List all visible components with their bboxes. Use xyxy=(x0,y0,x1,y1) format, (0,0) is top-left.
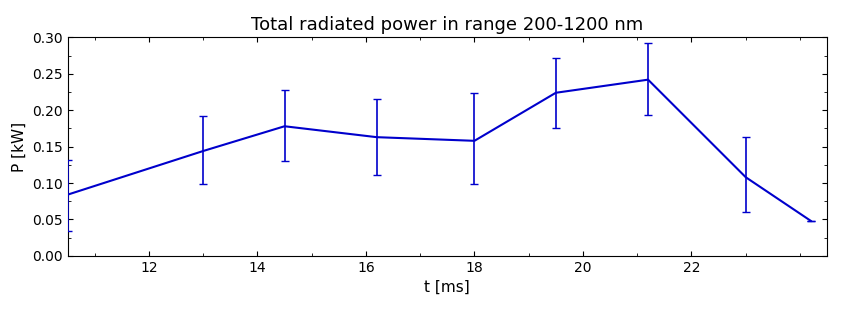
X-axis label: t [ms]: t [ms] xyxy=(425,280,470,295)
Title: Total radiated power in range 200-1200 nm: Total radiated power in range 200-1200 n… xyxy=(252,17,643,35)
Y-axis label: P [kW]: P [kW] xyxy=(11,122,26,172)
